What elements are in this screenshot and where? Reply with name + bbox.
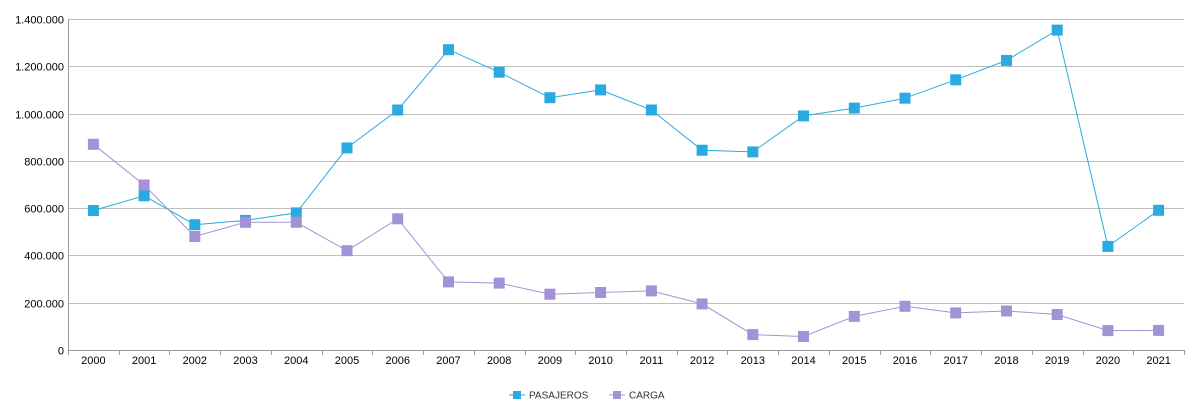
point-pasajeros-2011: [645, 104, 657, 116]
x-tick-label-2016: 2016: [893, 355, 917, 367]
x-tick-label-2011: 2011: [640, 355, 664, 367]
y-tick-label: 800.000: [24, 157, 64, 169]
point-pasajeros-2019: [1051, 24, 1063, 36]
point-carga-2002: [189, 231, 201, 242]
point-pasajeros-2005: [341, 142, 353, 154]
x-tick-label-2014: 2014: [791, 355, 815, 367]
point-carga-2004: [290, 216, 302, 228]
y-tick-label: 400.000: [24, 251, 64, 263]
series-layer: [87, 24, 1165, 342]
x-tick-label-2012: 2012: [690, 355, 714, 367]
point-pasajeros-2002: [189, 219, 201, 231]
x-tick-label-2010: 2010: [588, 355, 612, 367]
legend-marker-carga: [613, 391, 621, 399]
point-carga-2015: [848, 310, 860, 322]
point-carga-2021: [1153, 324, 1165, 336]
point-pasajeros-2007: [443, 44, 454, 56]
y-tick-label: 1.200.000: [15, 62, 64, 74]
x-tick-label-2000: 2000: [81, 355, 105, 367]
legend-label-carga: CARGA: [629, 391, 665, 402]
point-pasajeros-2010: [595, 84, 607, 96]
point-pasajeros-2016: [899, 92, 911, 104]
x-tick-label-2019: 2019: [1045, 355, 1069, 367]
point-pasajeros-2021: [1153, 204, 1165, 216]
x-tick-label-2003: 2003: [233, 355, 257, 367]
x-tick-label-2008: 2008: [487, 355, 511, 367]
gridlines: [68, 19, 1184, 304]
point-pasajeros-2009: [544, 92, 556, 104]
axes: [68, 19, 1185, 355]
x-tick-label-2002: 2002: [183, 355, 207, 367]
legend-label-pasajeros: PASAJEROS: [529, 391, 589, 402]
point-carga-2011: [645, 285, 657, 297]
x-tick-label-2013: 2013: [741, 355, 765, 367]
legend-marker-pasajeros: [513, 391, 521, 399]
point-carga-2006: [392, 213, 404, 225]
point-pasajeros-2006: [392, 104, 404, 116]
x-tick-label-2005: 2005: [335, 355, 359, 367]
point-pasajeros-2000: [87, 205, 99, 216]
point-carga-2005: [341, 245, 353, 257]
point-pasajeros-2008: [493, 66, 505, 78]
point-pasajeros-2013: [747, 146, 759, 158]
point-carga-2009: [544, 288, 556, 300]
point-pasajeros-2004: [290, 207, 302, 219]
point-carga-2013: [747, 329, 759, 341]
point-carga-2000: [87, 138, 99, 150]
point-carga-2014: [798, 331, 809, 342]
legend-item-carga: CARGA: [609, 391, 665, 402]
legend: PASAJEROS CARGA: [509, 391, 665, 402]
legend-item-pasajeros: PASAJEROS: [509, 391, 589, 402]
y-tick-label: 200.000: [24, 299, 64, 311]
point-carga-2008: [493, 277, 505, 289]
point-pasajeros-2015: [848, 102, 860, 114]
point-carga-2017: [950, 307, 962, 319]
series-line-pasajeros: [93, 29, 1159, 248]
y-tick-label: 1.000.000: [15, 110, 64, 122]
point-carga-2010: [595, 287, 607, 298]
y-tick-label: 0: [58, 346, 64, 358]
point-carga-2016: [899, 300, 911, 312]
y-tick-label: 1.400.000: [15, 15, 64, 27]
point-pasajeros-2017: [950, 74, 962, 86]
x-tick-label-2004: 2004: [284, 355, 308, 367]
x-tick-label-2020: 2020: [1096, 355, 1120, 367]
x-tick-label-2017: 2017: [943, 355, 967, 367]
x-tick-label-2018: 2018: [994, 355, 1018, 367]
series-line-carga: [93, 143, 1159, 338]
point-pasajeros-2001: [138, 190, 150, 202]
x-tick-label-2009: 2009: [538, 355, 562, 367]
point-pasajeros-2014: [798, 110, 809, 122]
x-tick-label-2021: 2021: [1146, 355, 1170, 367]
point-pasajeros-2020: [1102, 240, 1114, 252]
x-tick-label-2001: 2001: [132, 355, 156, 367]
x-tick-label-2006: 2006: [385, 355, 409, 367]
x-tick-label-2007: 2007: [436, 355, 460, 367]
point-carga-2003: [240, 216, 251, 228]
point-carga-2001: [138, 179, 150, 191]
point-pasajeros-2012: [696, 144, 708, 156]
point-carga-2007: [443, 276, 454, 288]
point-carga-2019: [1051, 309, 1063, 320]
point-carga-2020: [1102, 325, 1114, 337]
tick-labels: 0 200.000 400.000 600.000 800.000 1.000.000 1.…: [15, 15, 1171, 368]
point-carga-2012: [696, 298, 708, 310]
point-pasajeros-2018: [1001, 54, 1012, 66]
x-tick-label-2015: 2015: [842, 355, 866, 367]
point-carga-2018: [1001, 305, 1012, 317]
y-tick-label: 600.000: [24, 204, 64, 216]
